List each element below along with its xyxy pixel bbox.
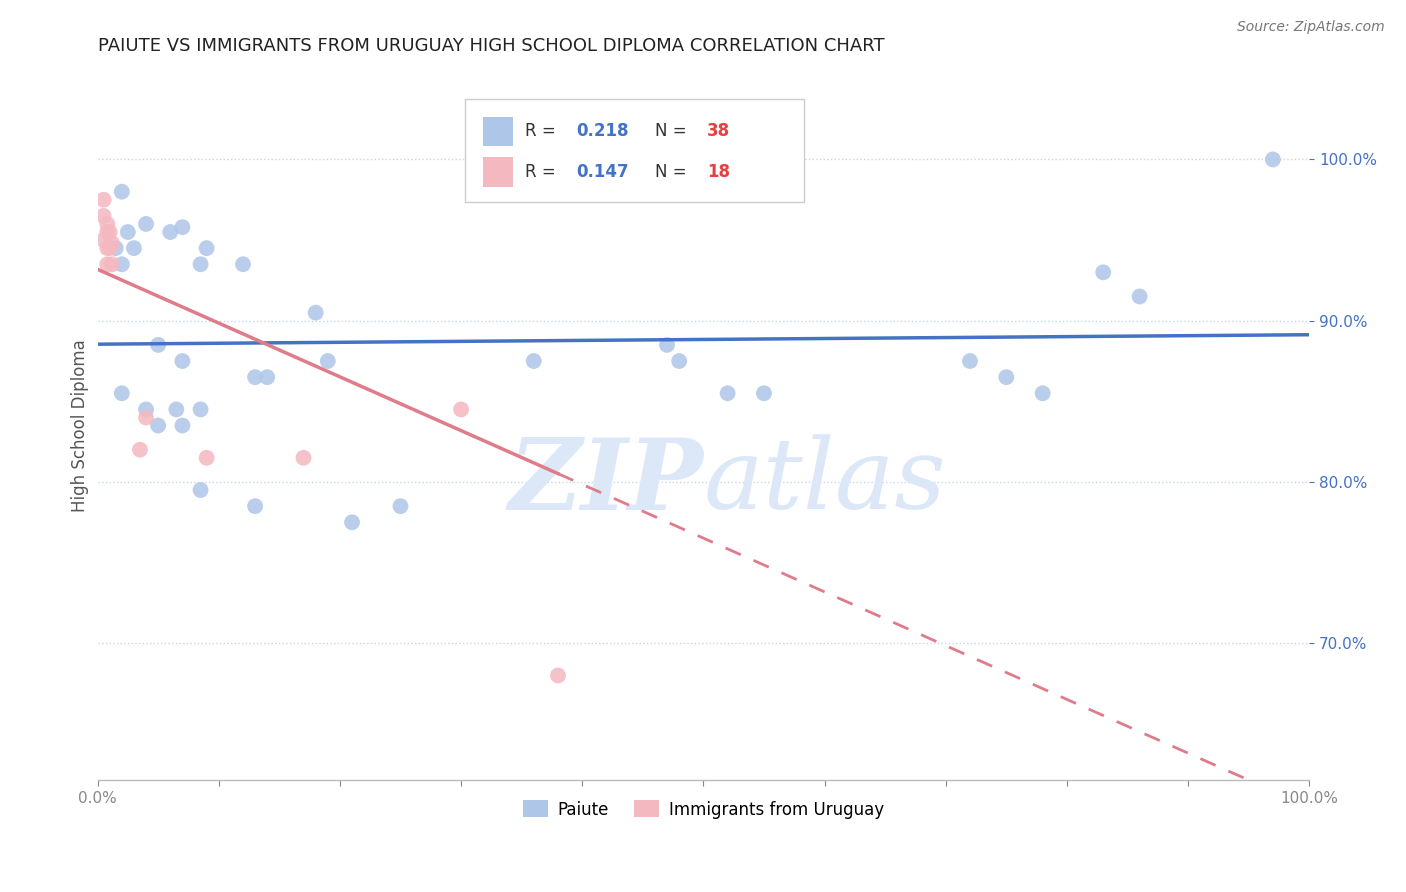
Point (316, 354, 339, 368)
Point (389, 499, 412, 513)
Text: 0.147: 0.147 (576, 162, 628, 181)
Text: N =: N = (655, 162, 692, 181)
Point (190, 402, 212, 417)
Point (340, 516, 363, 530)
Point (717, 386, 740, 401)
Point (101, 257, 124, 271)
Point (172, 418, 194, 433)
Legend: Paiute, Immigrants from Uruguay: Paiute, Immigrants from Uruguay (516, 794, 891, 825)
Point (752, 386, 775, 401)
Point (172, 220, 194, 235)
Point (129, 442, 152, 457)
Point (146, 418, 169, 433)
Point (547, 668, 569, 682)
Point (1261, 153, 1284, 167)
Y-axis label: High School Diploma: High School Diploma (72, 339, 89, 512)
Point (256, 370, 278, 384)
Point (243, 370, 266, 384)
Point (111, 185, 134, 199)
Point (668, 354, 690, 368)
Text: R =: R = (526, 162, 561, 181)
FancyBboxPatch shape (465, 99, 804, 202)
Point (159, 225, 181, 239)
Point (96, 225, 118, 239)
Point (190, 257, 212, 271)
Point (96, 257, 118, 271)
Point (190, 483, 212, 497)
Point (243, 499, 266, 513)
Point (96, 217, 118, 231)
Point (165, 402, 187, 417)
Point (104, 241, 127, 255)
Point (305, 305, 328, 319)
Point (135, 217, 157, 231)
Point (172, 354, 194, 368)
Point (135, 410, 157, 425)
Point (111, 257, 134, 271)
Point (195, 450, 218, 465)
Point (122, 241, 145, 255)
Point (96, 241, 118, 255)
Point (655, 338, 678, 352)
Text: N =: N = (655, 122, 692, 140)
Point (995, 370, 1018, 384)
Point (93, 193, 115, 207)
Point (117, 225, 139, 239)
Point (135, 402, 157, 417)
Point (1032, 386, 1054, 401)
Text: 0.218: 0.218 (576, 122, 628, 140)
Point (292, 450, 315, 465)
FancyBboxPatch shape (482, 157, 513, 186)
Point (232, 257, 254, 271)
Point (1129, 289, 1152, 303)
Point (959, 354, 981, 368)
Point (93, 233, 115, 247)
Point (510, 145, 533, 159)
Text: R =: R = (526, 122, 561, 140)
Point (146, 338, 169, 352)
Point (1092, 265, 1115, 279)
Point (111, 386, 134, 401)
Text: Source: ZipAtlas.com: Source: ZipAtlas.com (1237, 20, 1385, 34)
Point (98, 225, 121, 239)
Text: PAIUTE VS IMMIGRANTS FROM URUGUAY HIGH SCHOOL DIPLOMA CORRELATION CHART: PAIUTE VS IMMIGRANTS FROM URUGUAY HIGH S… (97, 37, 884, 55)
Point (450, 402, 472, 417)
Point (523, 354, 546, 368)
Point (98, 241, 121, 255)
Text: 38: 38 (707, 122, 730, 140)
Point (195, 241, 218, 255)
Point (101, 236, 124, 251)
Text: atlas: atlas (703, 434, 946, 530)
Text: ZIP: ZIP (509, 434, 703, 531)
Point (93, 209, 115, 223)
FancyBboxPatch shape (482, 117, 513, 146)
Text: 18: 18 (707, 162, 730, 181)
